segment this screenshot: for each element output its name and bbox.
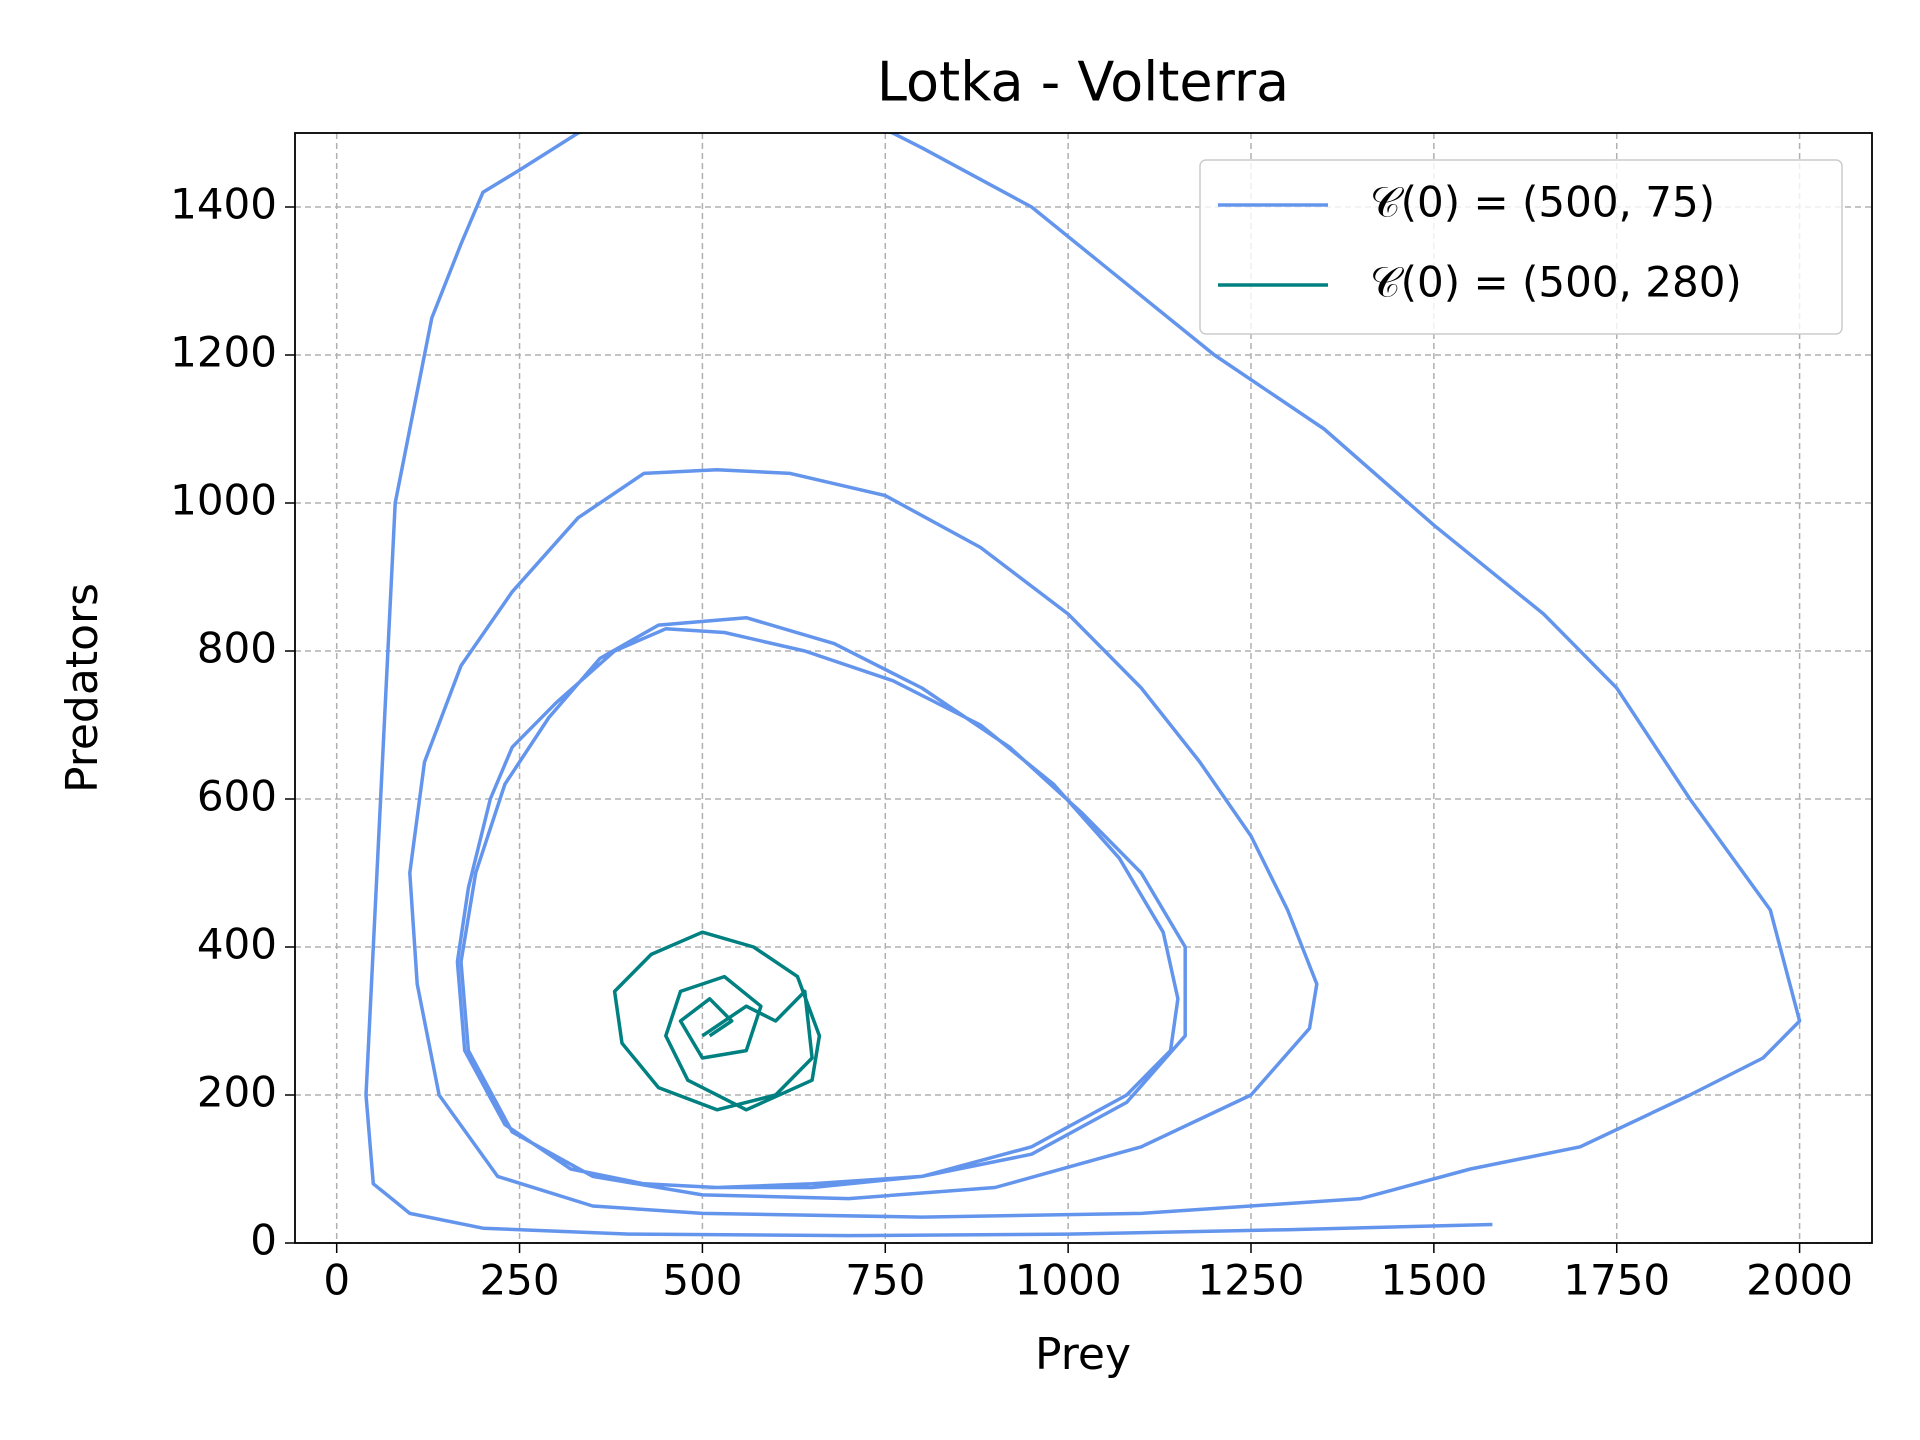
x-tick-label: 1250 (1198, 1256, 1305, 1305)
y-tick-label: 600 (197, 772, 277, 821)
x-tick-label: 2000 (1746, 1256, 1853, 1305)
plot-frame (294, 132, 1873, 1244)
y-tick-label: 800 (197, 624, 277, 673)
y-tick-label: 200 (197, 1068, 277, 1117)
x-tick-label: 1500 (1380, 1256, 1487, 1305)
y-tick-label: 1200 (170, 328, 277, 377)
x-tick-label: 1000 (1015, 1256, 1122, 1305)
y-tick-label: 400 (197, 920, 277, 969)
legend-label: 𝒞(0) = (500, 75) (1370, 178, 1715, 227)
plot-area (364, 133, 1802, 1238)
x-tick-label: 500 (662, 1256, 742, 1305)
data-line (612, 930, 822, 1112)
y-tick-label: 1000 (170, 476, 277, 525)
x-tick-label: 1750 (1563, 1256, 1670, 1305)
y-tick-label: 0 (250, 1216, 277, 1265)
legend-label: 𝒞(0) = (500, 280) (1370, 258, 1742, 307)
data-line (364, 133, 1802, 1238)
legend-box (1199, 159, 1843, 335)
x-tick-label: 750 (845, 1256, 925, 1305)
chart-title: Lotka - Volterra (877, 51, 1289, 114)
y-axis-label: Predators (57, 583, 108, 793)
x-tick-label: 250 (479, 1256, 559, 1305)
x-tick-label: 0 (323, 1256, 350, 1305)
x-axis-label: Prey (1035, 1329, 1131, 1380)
y-tick-label: 1400 (170, 180, 277, 229)
